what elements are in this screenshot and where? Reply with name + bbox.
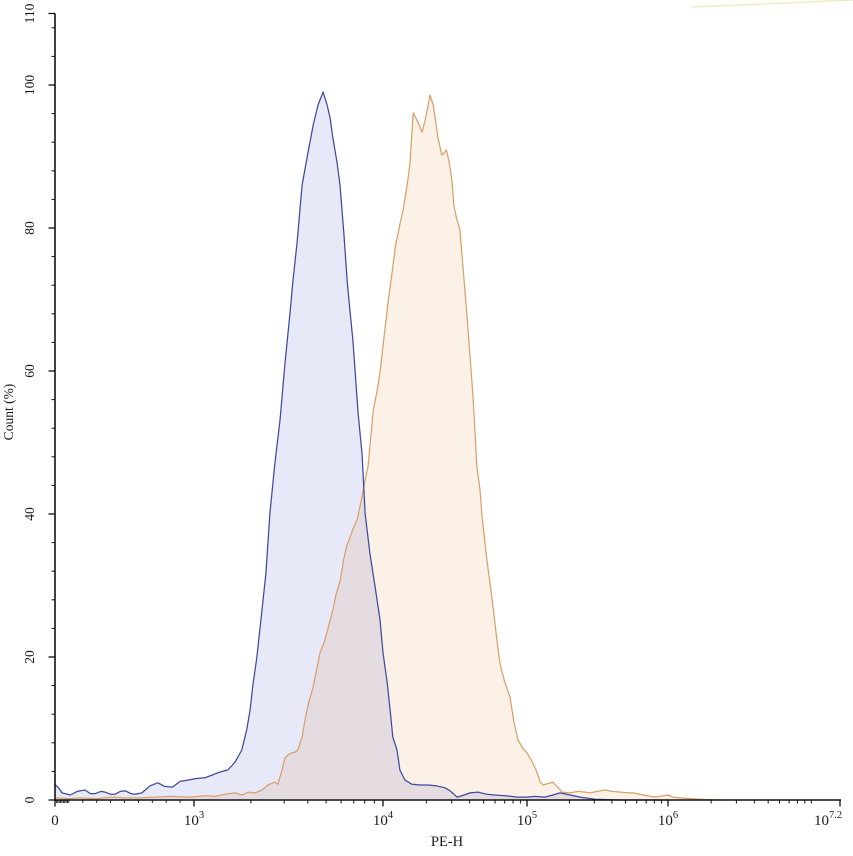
y-tick-label: 80 bbox=[22, 221, 37, 235]
x-tick-label: 103 bbox=[184, 810, 204, 829]
blue-histogram-fill bbox=[55, 92, 668, 801]
x-tick-label: 105 bbox=[517, 810, 537, 829]
series-fills bbox=[55, 92, 720, 801]
blue-histogram-curve bbox=[54, 91, 668, 801]
orange-histogram-fill bbox=[55, 95, 720, 800]
axes bbox=[54, 13, 841, 801]
axis-tick-labels: 0 20 40 60 80 100 110 0 103 104 105 106 107.2 bbox=[22, 3, 842, 829]
y-tick-label: 100 bbox=[22, 75, 37, 96]
orange-histogram-curve bbox=[54, 94, 720, 801]
y-tick-label: 40 bbox=[22, 507, 37, 521]
x-tick-label: 107.2 bbox=[814, 810, 842, 829]
y-tick-label: 0 bbox=[22, 796, 37, 803]
x-tick-label: 0 bbox=[51, 813, 59, 829]
x-tick-label: 104 bbox=[373, 810, 394, 829]
y-axis-title: Count (%) bbox=[1, 384, 16, 441]
top-right-artifact-line bbox=[691, 0, 853, 8]
y-tick-label: 60 bbox=[22, 364, 37, 378]
series-strokes bbox=[54, 91, 720, 801]
y-tick-label: 20 bbox=[22, 650, 37, 664]
y-tick-label: 110 bbox=[22, 3, 37, 23]
x-tick-label: 106 bbox=[658, 810, 678, 829]
axis-ticks bbox=[48, 12, 841, 807]
x-axis-title: PE-H bbox=[431, 834, 464, 850]
